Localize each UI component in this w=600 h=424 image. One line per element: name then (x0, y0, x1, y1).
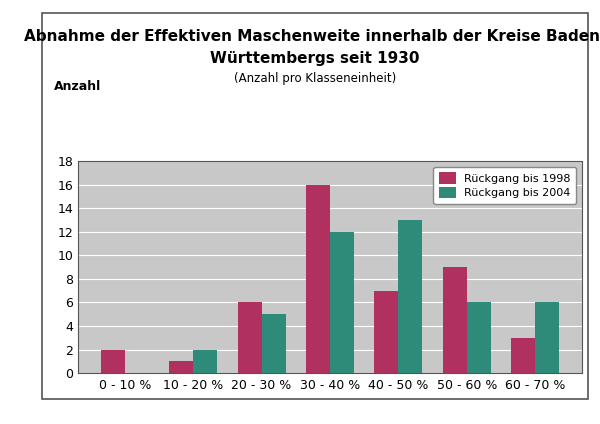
Bar (443, 267, 467, 373)
Bar (398, 220, 422, 373)
Bar (306, 185, 330, 373)
Text: Abnahme der Effektiven Maschenweite innerhalb der Kreise Baden-: Abnahme der Effektiven Maschenweite inne… (24, 28, 600, 44)
Bar (262, 314, 286, 373)
Bar (101, 349, 125, 373)
Bar (467, 302, 491, 373)
Text: (Anzahl pro Klasseneinheit): (Anzahl pro Klasseneinheit) (234, 72, 396, 85)
Bar (374, 291, 398, 373)
Text: Württembergs seit 1930: Württembergs seit 1930 (210, 51, 420, 66)
Text: Anzahl: Anzahl (54, 81, 101, 93)
Legend: Rückgang bis 1998, Rückgang bis 2004: Rückgang bis 1998, Rückgang bis 2004 (433, 167, 577, 204)
Bar (238, 302, 262, 373)
Bar (511, 338, 535, 373)
Bar (535, 302, 559, 373)
Bar (193, 349, 217, 373)
Bar (169, 361, 193, 373)
Bar (330, 232, 354, 373)
